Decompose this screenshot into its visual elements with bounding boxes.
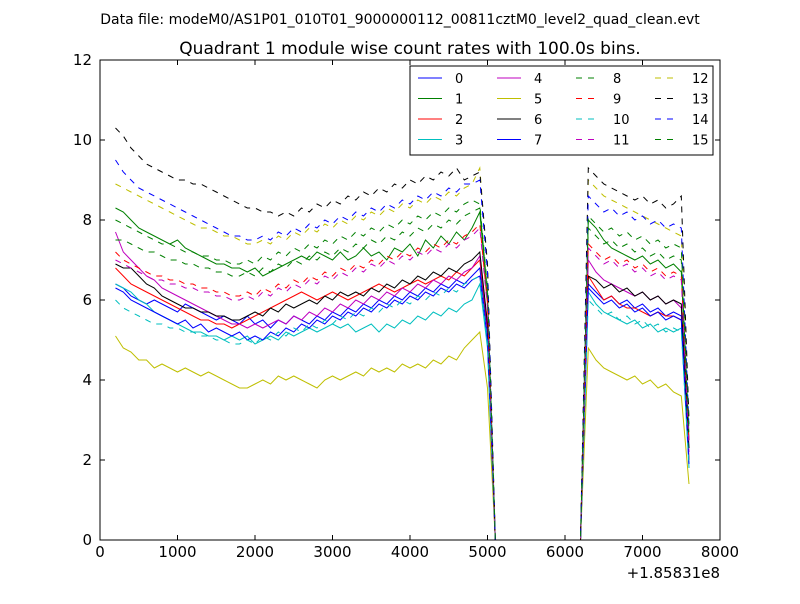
series-line-1 xyxy=(115,207,690,541)
legend-label-7: 7 xyxy=(534,134,542,149)
legend-label-5: 5 xyxy=(534,93,542,108)
y-tick-label: 2 xyxy=(82,451,92,469)
legend-label-6: 6 xyxy=(534,113,542,128)
series-layer xyxy=(115,127,690,541)
legend-label-4: 4 xyxy=(534,72,542,87)
legend-box xyxy=(409,65,714,156)
series-line-5 xyxy=(115,330,690,541)
legend-label-12: 12 xyxy=(692,72,709,87)
x-axis-offset-label: +1.85831e8 xyxy=(627,564,720,582)
x-tick-label: 4000 xyxy=(391,543,429,561)
legend-label-1: 1 xyxy=(455,93,463,108)
x-tick-label: 2000 xyxy=(236,543,274,561)
y-tick-label: 6 xyxy=(82,291,92,309)
y-tick-label: 10 xyxy=(73,131,92,149)
x-tick-label: 8000 xyxy=(701,543,739,561)
series-line-7 xyxy=(115,275,690,541)
axis-ticks: 0 1000 2000 3000 4000 5000 6000 7000 80000246810… xyxy=(73,51,739,561)
x-tick-label: 5000 xyxy=(468,543,506,561)
series-line-8 xyxy=(115,207,690,541)
x-tick-label: 7000 xyxy=(623,543,661,561)
x-tick-label: 3000 xyxy=(313,543,351,561)
y-tick-label: 12 xyxy=(73,51,92,69)
y-tick-label: 8 xyxy=(82,211,92,229)
y-tick-label: 0 xyxy=(82,531,92,549)
legend-label-3: 3 xyxy=(455,134,463,149)
legend-label-14: 14 xyxy=(692,113,709,128)
legend-label-11: 11 xyxy=(613,134,630,149)
series-line-12 xyxy=(115,166,690,541)
x-tick-label: 0 xyxy=(95,543,105,561)
x-tick-label: 6000 xyxy=(546,543,584,561)
series-line-13 xyxy=(115,127,690,541)
legend-label-2: 2 xyxy=(455,113,463,128)
chart-title: Quadrant 1 module wise count rates with … xyxy=(179,39,640,59)
data-file-header: Data file: modeM0/AS1P01_010T01_90000001… xyxy=(100,12,700,28)
series-line-11 xyxy=(115,226,690,541)
series-line-10 xyxy=(115,275,690,541)
y-tick-label: 4 xyxy=(82,371,92,389)
series-line-3 xyxy=(115,282,690,541)
legend-label-8: 8 xyxy=(613,72,621,87)
series-line-2 xyxy=(115,258,690,541)
series-line-15 xyxy=(115,199,690,541)
legend-label-15: 15 xyxy=(692,134,709,149)
series-line-0 xyxy=(115,266,690,541)
legend-label-0: 0 xyxy=(455,72,463,87)
legend-label-13: 13 xyxy=(692,93,709,108)
series-line-14 xyxy=(115,159,690,541)
series-line-4 xyxy=(115,231,690,541)
legend-label-10: 10 xyxy=(613,113,630,128)
series-line-9 xyxy=(115,222,690,541)
series-line-6 xyxy=(115,250,690,541)
legend-label-9: 9 xyxy=(613,93,621,108)
x-tick-label: 1000 xyxy=(158,543,196,561)
